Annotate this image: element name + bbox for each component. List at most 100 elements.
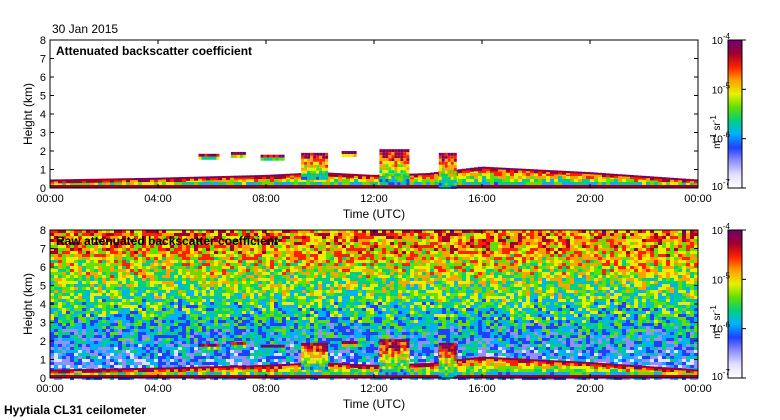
noise-cell bbox=[74, 233, 78, 236]
noise-cell bbox=[222, 248, 226, 251]
noise-cell bbox=[534, 248, 538, 251]
noise-cell bbox=[534, 254, 538, 257]
noise-cell bbox=[170, 263, 174, 266]
noise-cell bbox=[306, 239, 310, 242]
noise-cell bbox=[286, 248, 290, 251]
noise-cell bbox=[462, 251, 466, 254]
noise-cell bbox=[678, 260, 682, 263]
signal-cell bbox=[186, 185, 190, 188]
noise-cell bbox=[366, 290, 370, 293]
noise-cell bbox=[634, 272, 638, 275]
noise-cell bbox=[658, 269, 662, 272]
noise-cell bbox=[390, 281, 394, 284]
noise-cell bbox=[554, 269, 558, 272]
noise-cell bbox=[590, 281, 594, 284]
noise-cell bbox=[262, 233, 266, 236]
signal-cell bbox=[338, 185, 342, 188]
noise-cell bbox=[282, 266, 286, 269]
noise-cell bbox=[262, 284, 266, 287]
noise-cell bbox=[402, 290, 406, 293]
noise-cell bbox=[406, 263, 410, 266]
noise-cell bbox=[642, 263, 646, 266]
noise-cell bbox=[574, 257, 578, 260]
noise-cell bbox=[690, 275, 694, 278]
noise-cell bbox=[302, 290, 306, 293]
noise-cell bbox=[466, 260, 470, 263]
signal-cell bbox=[338, 174, 342, 178]
noise-cell bbox=[598, 257, 602, 260]
noise-cell bbox=[346, 230, 350, 233]
noise-cell bbox=[570, 233, 574, 236]
y-tick-label: 5 bbox=[40, 91, 46, 103]
cloud-cell bbox=[397, 155, 401, 159]
noise-cell bbox=[238, 269, 242, 272]
noise-cell bbox=[610, 269, 614, 272]
noise-cell bbox=[134, 251, 138, 254]
noise-cell bbox=[658, 242, 662, 245]
noise-cell bbox=[442, 254, 446, 257]
noise-cell bbox=[342, 269, 346, 272]
noise-cell bbox=[646, 266, 650, 269]
signal-cell bbox=[354, 185, 358, 188]
noise-cell bbox=[402, 284, 406, 287]
noise-cell bbox=[174, 293, 178, 296]
noise-cell bbox=[166, 272, 170, 275]
signal-cell bbox=[554, 171, 558, 175]
bl-top-cell bbox=[410, 173, 414, 176]
noise-cell bbox=[74, 236, 78, 239]
noise-cell bbox=[82, 275, 86, 278]
cloud-cell bbox=[400, 170, 404, 174]
noise-cell bbox=[462, 254, 466, 257]
noise-cell bbox=[258, 269, 262, 272]
noise-cell bbox=[274, 269, 278, 272]
noise-cell bbox=[574, 248, 578, 251]
noise-cell bbox=[90, 245, 94, 248]
noise-cell bbox=[554, 278, 558, 281]
bl-top-cell bbox=[502, 167, 506, 170]
noise-cell bbox=[290, 251, 294, 254]
noise-cell bbox=[250, 275, 254, 278]
noise-cell bbox=[354, 278, 358, 281]
noise-cell bbox=[238, 275, 242, 278]
noise-cell bbox=[202, 266, 206, 269]
noise-cell bbox=[50, 245, 54, 248]
cloud-cell bbox=[447, 155, 451, 159]
noise-cell bbox=[642, 278, 646, 281]
noise-cell bbox=[442, 251, 446, 254]
noise-cell bbox=[174, 239, 178, 242]
bl-top-cell bbox=[578, 171, 582, 174]
noise-cell bbox=[638, 251, 642, 254]
noise-cell bbox=[206, 287, 210, 290]
signal-cell bbox=[314, 182, 318, 185]
noise-cell bbox=[78, 242, 82, 245]
noise-cell bbox=[290, 239, 294, 242]
noise-cell bbox=[174, 287, 178, 290]
bl-top-cell bbox=[554, 170, 558, 173]
noise-cell bbox=[110, 260, 114, 263]
noise-cell bbox=[686, 287, 690, 290]
cloud-cell bbox=[453, 185, 457, 189]
signal-cell bbox=[102, 182, 106, 185]
noise-cell bbox=[370, 257, 374, 260]
noise-cell bbox=[598, 287, 602, 290]
signal-cell bbox=[490, 185, 494, 188]
signal-cell bbox=[630, 179, 634, 182]
signal-cell bbox=[294, 179, 298, 182]
noise-cell bbox=[306, 266, 310, 269]
signal-cell bbox=[50, 180, 54, 184]
noise-cell bbox=[166, 254, 170, 257]
noise-cell bbox=[378, 236, 382, 239]
noise-cell bbox=[390, 236, 394, 239]
cloud-cell bbox=[325, 158, 329, 162]
noise-cell bbox=[94, 269, 98, 272]
noise-cell bbox=[278, 248, 282, 251]
noise-cell bbox=[294, 290, 298, 293]
bl-top-cell bbox=[182, 177, 186, 180]
noise-cell bbox=[690, 278, 694, 281]
signal-cell bbox=[522, 176, 526, 179]
noise-cell bbox=[614, 239, 618, 242]
noise-cell bbox=[78, 290, 82, 293]
noise-cell bbox=[402, 293, 406, 296]
bl-top-cell bbox=[670, 177, 674, 180]
noise-cell bbox=[478, 293, 482, 296]
